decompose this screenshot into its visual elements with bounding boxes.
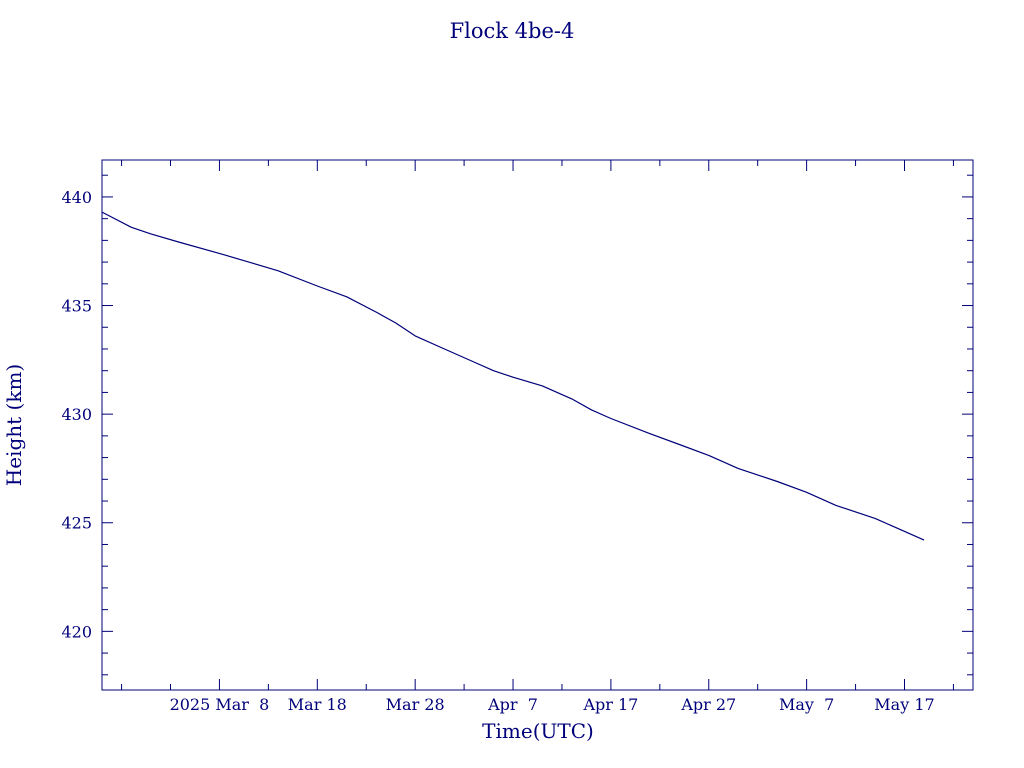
major-ticks: [102, 160, 973, 690]
y-tick-label: 440: [61, 188, 92, 207]
series-layer: [101, 211, 925, 541]
x-tick-label: Apr 27: [680, 695, 736, 714]
x-tick-label: Mar 18: [288, 695, 347, 714]
x-tick-labels: 2025 Mar 8 Mar 18 Mar 28 Apr 7 Apr 17 Apr 27 M…: [170, 695, 935, 714]
chart-title: Flock 4be-4: [450, 19, 575, 43]
x-axis-label: Time(UTC): [482, 719, 594, 743]
height-series-line: [101, 211, 925, 541]
y-tick-label: 420: [61, 622, 92, 641]
y-axis-label: Height (km): [2, 364, 26, 486]
x-tick-label: Apr 17: [582, 695, 638, 714]
x-tick-label: May 17: [874, 695, 934, 714]
plot-frame: [101, 159, 974, 691]
y-tick-label: 435: [61, 297, 92, 316]
x-tick-label: 2025 Mar 8: [170, 695, 270, 714]
y-tick-label: 425: [61, 514, 92, 533]
x-tick-label: May 7: [779, 695, 834, 714]
x-tick-label: Apr 7: [487, 695, 538, 714]
minor-ticks: [102, 160, 973, 690]
x-tick-label: Mar 28: [386, 695, 445, 714]
y-tick-labels: 420 425 430 435 440: [61, 188, 92, 641]
y-tick-label: 430: [61, 405, 92, 424]
